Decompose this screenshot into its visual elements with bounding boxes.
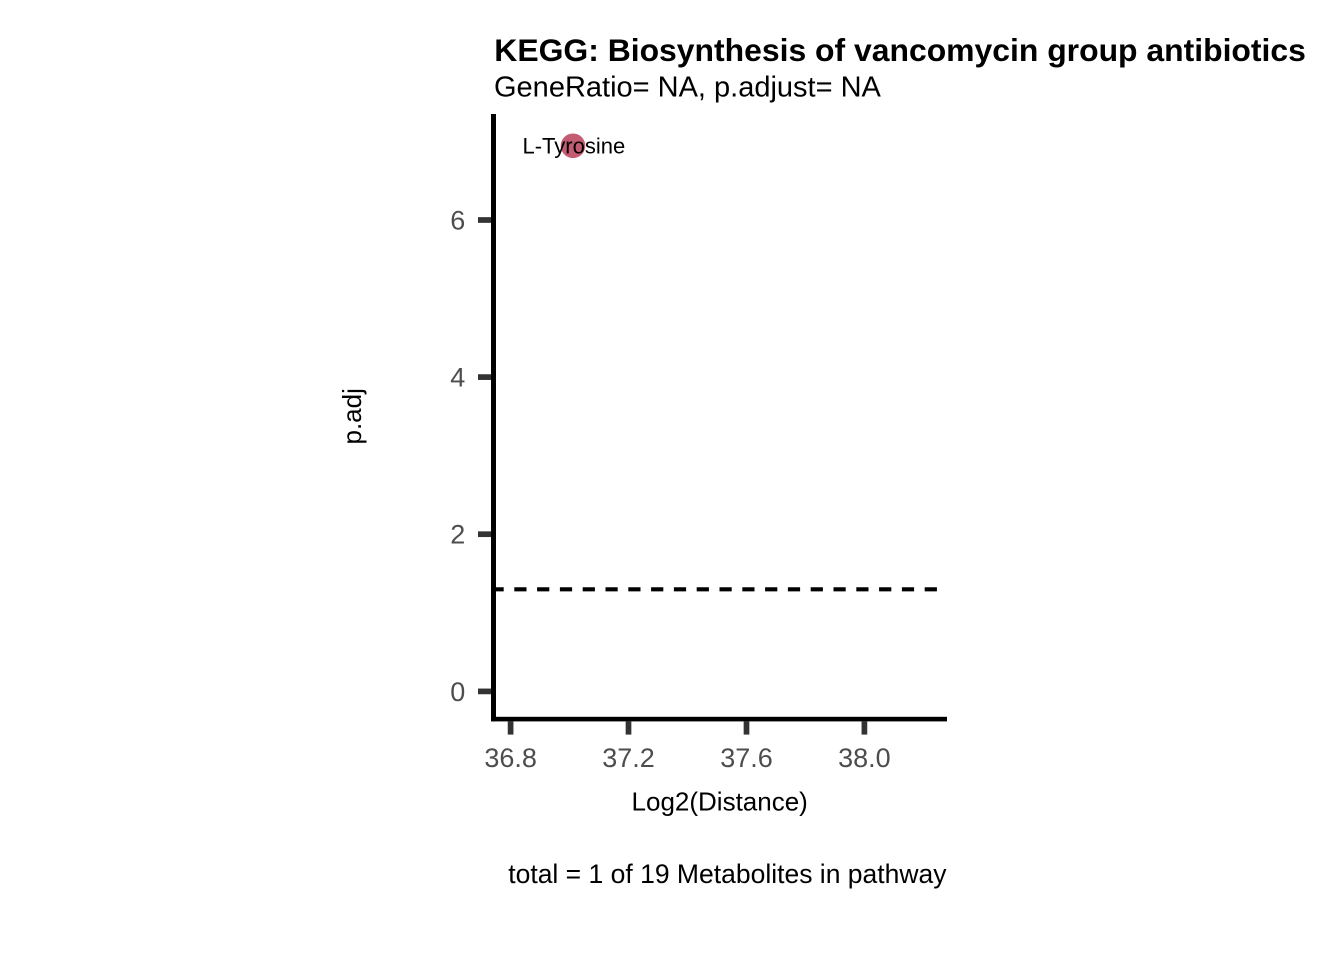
svg-text:GeneRatio= NA, p.adjust= NA: GeneRatio= NA, p.adjust= NA: [494, 72, 882, 104]
svg-text:total = 1 of 19 Metabolites in: total = 1 of 19 Metabolites in pathway: [508, 859, 947, 889]
svg-text:36.8: 36.8: [484, 743, 537, 773]
svg-text:4: 4: [450, 363, 465, 393]
svg-text:2: 2: [450, 520, 465, 550]
svg-text:37.6: 37.6: [720, 743, 773, 773]
svg-text:L-Tyrosine: L-Tyrosine: [523, 133, 626, 158]
svg-text:6: 6: [450, 206, 465, 236]
svg-text:Log2(Distance): Log2(Distance): [632, 787, 808, 817]
svg-text:p.adj: p.adj: [337, 388, 367, 444]
svg-text:KEGG: Biosynthesis of vancomyc: KEGG: Biosynthesis of vancomycin group a…: [494, 32, 1306, 68]
svg-text:38.0: 38.0: [838, 743, 891, 773]
svg-text:0: 0: [450, 677, 465, 707]
svg-text:37.2: 37.2: [602, 743, 655, 773]
